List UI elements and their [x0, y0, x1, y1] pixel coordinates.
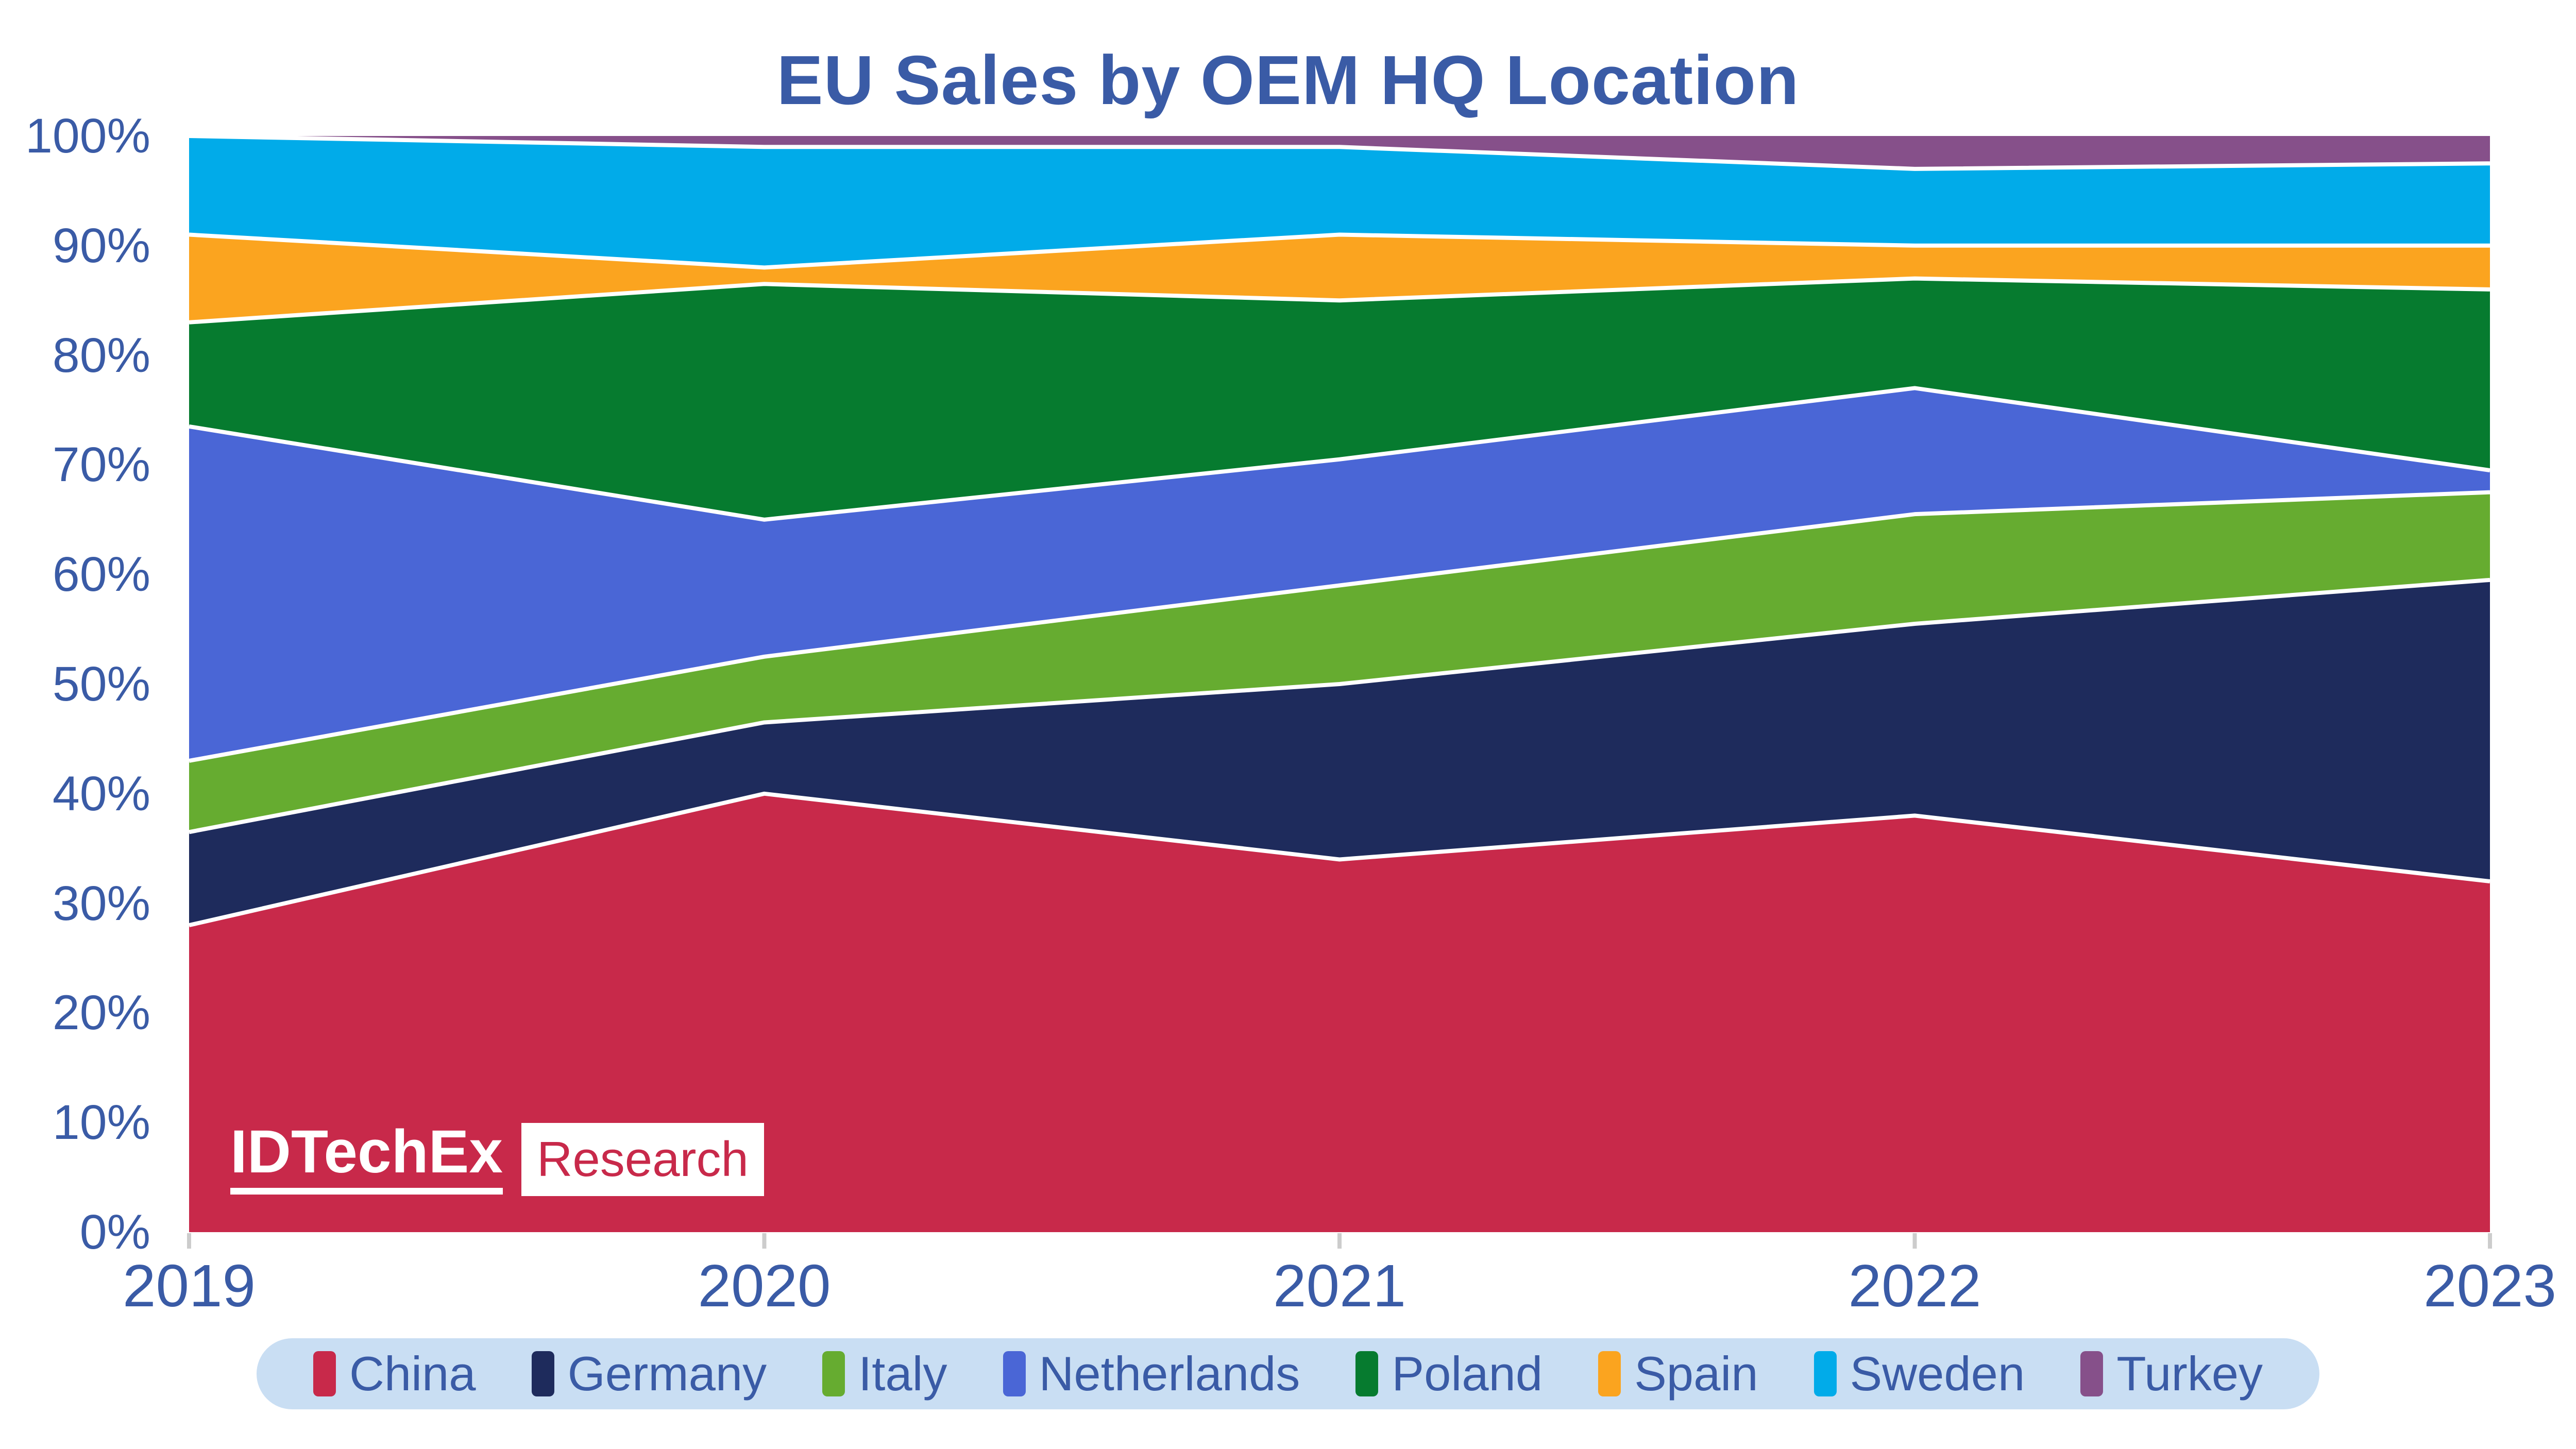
idtechex-watermark: IDTechEx Research: [230, 1121, 764, 1196]
x-axis-tick-mark-2022: [1912, 1233, 1917, 1249]
x-axis-tick-mark-2023: [2488, 1233, 2492, 1249]
legend-label-italy: Italy: [858, 1346, 947, 1401]
legend-swatch-sweden: [1814, 1351, 1837, 1396]
series-boundary-sweden: [189, 136, 2490, 171]
area-china: [189, 793, 2490, 1232]
chart-title: EU Sales by OEM HQ Location: [776, 41, 1800, 119]
y-tick-label-80pct: 80%: [52, 328, 150, 383]
legend-item-germany: Germany: [531, 1346, 767, 1402]
area-netherlands: [189, 388, 2490, 761]
x-axis-tick-mark-2020: [762, 1233, 767, 1249]
y-tick-label-70pct: 70%: [52, 437, 150, 492]
y-tick-label-40pct: 40%: [52, 766, 150, 821]
y-tick-label-60pct: 60%: [52, 547, 150, 602]
legend-label-spain: Spain: [1634, 1346, 1758, 1401]
series-boundary-spain: [189, 232, 2490, 270]
y-tick-label-100pct: 100%: [25, 109, 150, 163]
legend-label-netherlands: Netherlands: [1039, 1346, 1300, 1401]
x-tick-label-2022: 2022: [1848, 1252, 1981, 1319]
legend-swatch-germany: [531, 1351, 554, 1396]
y-tick-label-90pct: 90%: [52, 218, 150, 273]
legend-swatch-poland: [1355, 1351, 1379, 1396]
x-tick-label-2020: 2020: [698, 1252, 831, 1319]
legend-swatch-spain: [1598, 1351, 1621, 1396]
legend-swatch-turkey: [2080, 1351, 2104, 1396]
idtechex-research-badge: Research: [521, 1123, 764, 1196]
area-germany: [189, 579, 2490, 926]
series-boundary-italy: [189, 490, 2490, 763]
legend-swatch-netherlands: [1003, 1351, 1026, 1396]
legend-item-netherlands: Netherlands: [1003, 1346, 1300, 1402]
series-boundary-germany: [189, 577, 2490, 834]
y-tick-label-50pct: 50%: [52, 657, 150, 711]
legend-item-poland: Poland: [1355, 1346, 1543, 1402]
x-axis-tick-mark-2019: [187, 1233, 191, 1249]
legend-swatch-italy: [822, 1351, 845, 1396]
area-spain: [189, 234, 2490, 322]
area-turkey: [189, 136, 2490, 169]
legend-label-china: China: [349, 1346, 476, 1401]
x-tick-label-2019: 2019: [122, 1252, 256, 1319]
legend-item-spain: Spain: [1598, 1346, 1758, 1402]
x-tick-label-2023: 2023: [2423, 1252, 2557, 1319]
y-tick-label-20pct: 20%: [52, 985, 150, 1041]
chart-legend: China Germany Italy Netherlands Poland Spain S…: [256, 1338, 2320, 1409]
idtechex-logo-text: IDTechEx: [230, 1121, 503, 1195]
area-italy: [189, 492, 2490, 832]
legend-item-sweden: Sweden: [1814, 1346, 2025, 1402]
series-boundary-netherlands: [189, 386, 2490, 522]
legend-item-china: China: [313, 1346, 476, 1402]
series-boundary-poland: [189, 276, 2490, 325]
y-tick-label-0pct: 0%: [79, 1205, 150, 1259]
area-poland: [189, 278, 2490, 520]
legend-item-italy: Italy: [822, 1346, 947, 1402]
x-axis-tick-mark-2021: [1337, 1233, 1342, 1249]
legend-item-turkey: Turkey: [2080, 1346, 2263, 1402]
legend-label-turkey: Turkey: [2116, 1346, 2263, 1401]
legend-swatch-china: [313, 1351, 336, 1396]
y-tick-label-10pct: 10%: [52, 1095, 150, 1150]
legend-label-sweden: Sweden: [1850, 1346, 2025, 1401]
legend-label-poland: Poland: [1392, 1346, 1543, 1401]
x-tick-label-2021: 2021: [1273, 1252, 1406, 1319]
legend-label-germany: Germany: [567, 1346, 767, 1401]
series-boundary-china: [189, 791, 2490, 928]
y-tick-label-30pct: 30%: [52, 876, 150, 931]
